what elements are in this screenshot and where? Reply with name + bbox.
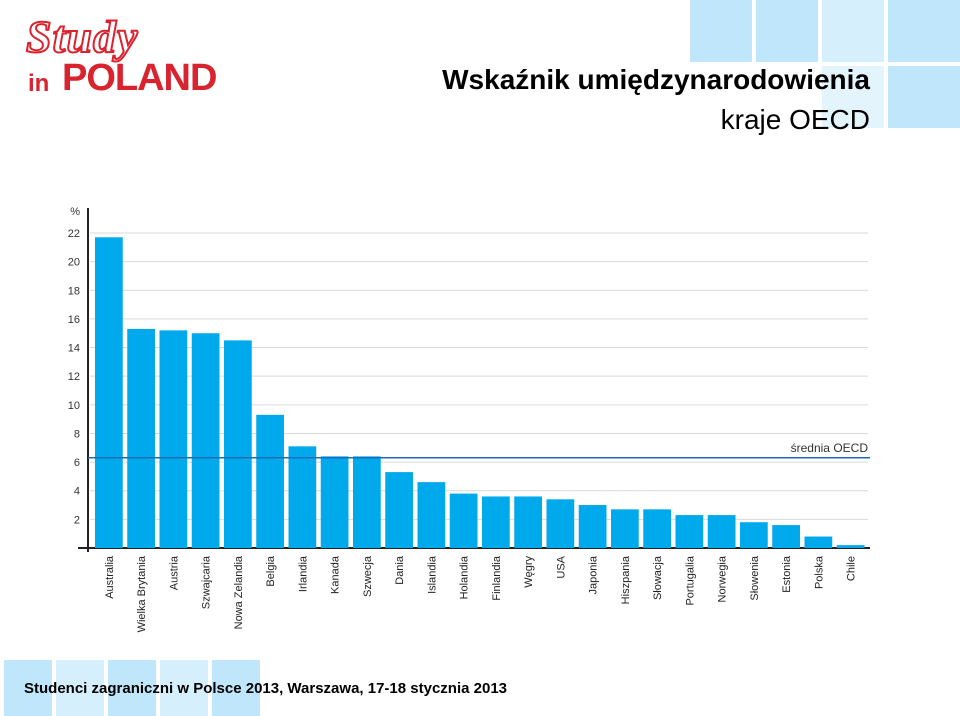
y-tick-label: 8 [74, 428, 80, 440]
bar-19 [707, 515, 736, 548]
x-tick-label: Japonia [588, 555, 600, 594]
x-tick-label: Szwecja [362, 555, 374, 597]
y-tick-label: 16 [68, 314, 80, 326]
x-tick-label: Polska [813, 555, 825, 589]
x-tick-label: Nowa Zelandia [233, 555, 245, 629]
bar-4 [224, 340, 252, 548]
logo-poland-text: POLAND [62, 57, 217, 99]
bar-3 [191, 333, 220, 548]
bar-10 [417, 482, 446, 548]
bar-23 [836, 545, 865, 548]
bar-14 [546, 499, 575, 548]
bar-7 [320, 456, 349, 548]
bar-17 [643, 509, 671, 548]
bar-15 [578, 505, 607, 548]
x-tick-label: Dania [394, 555, 406, 585]
study-in-poland-logo: Study in POLAND [25, 11, 270, 100]
bar-5 [256, 414, 284, 548]
bar-6 [288, 446, 317, 548]
y-tick-label: 10 [68, 400, 80, 412]
x-tick-label: Norwegia [717, 555, 729, 602]
bar-0 [95, 237, 123, 548]
x-tick-label: Szwajcaria [201, 555, 213, 609]
x-tick-label: Wielka Brytania [136, 555, 148, 632]
bar-22 [804, 536, 833, 548]
x-tick-label: Holandia [459, 555, 471, 599]
bar-18 [675, 515, 704, 548]
x-tick-label: USA [555, 555, 567, 578]
x-tick-label: Estonia [781, 555, 793, 593]
slide-subtitle: kraje OECD [720, 104, 870, 135]
x-tick-label: Słowenia [749, 555, 761, 601]
x-tick-label: Kanada [330, 555, 342, 594]
x-tick-label: Australia [104, 555, 116, 599]
x-tick-label: Austria [168, 555, 180, 590]
slide-title: Wskaźnik umiędzynarodowienia [442, 64, 870, 95]
x-tick-label: Węgry [523, 556, 535, 588]
bar-12 [482, 496, 510, 548]
y-tick-label: 22 [68, 228, 80, 240]
x-tick-label: Chile [846, 556, 858, 581]
bar-8 [353, 456, 381, 548]
bar-21 [772, 525, 800, 548]
y-tick-label: 14 [68, 343, 80, 355]
x-tick-label: Finlandia [491, 555, 503, 601]
decorative-blocks-top [690, 0, 960, 140]
y-tick-label: 2 [74, 514, 80, 526]
bar-13 [514, 496, 542, 548]
bar-1 [127, 328, 155, 548]
x-tick-label: Islandia [426, 555, 438, 594]
bar-11 [449, 493, 478, 548]
logo-study-text: Study [25, 11, 139, 62]
bar-9 [385, 472, 413, 548]
bar-16 [611, 509, 639, 548]
x-tick-label: Hiszpania [620, 555, 632, 604]
oecd-average-label: średnia OECD [791, 441, 869, 455]
x-tick-label: Słowacja [652, 555, 664, 600]
y-tick-label: 4 [74, 486, 80, 498]
x-tick-label: Belgia [265, 555, 277, 586]
y-tick-label: 6 [74, 457, 80, 469]
bar-2 [159, 330, 188, 548]
bar-20 [740, 522, 768, 548]
y-axis-label: % [70, 206, 80, 218]
y-tick-label: 12 [68, 371, 80, 383]
y-tick-label: 20 [68, 257, 80, 269]
x-tick-label: Irlandia [297, 555, 309, 592]
y-tick-label: 18 [68, 285, 80, 297]
x-tick-label: Portugalia [684, 555, 696, 605]
footer-band [0, 660, 960, 716]
logo-in-text: in [28, 70, 50, 97]
footer-text: Studenci zagraniczni w Polsce 2013, Wars… [24, 680, 508, 697]
